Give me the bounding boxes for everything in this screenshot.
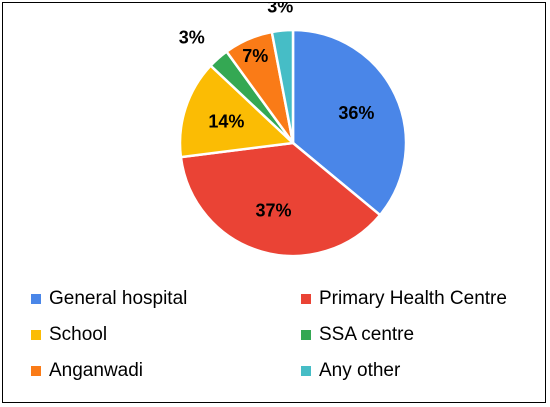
legend-label: SSA centre: [319, 324, 415, 345]
legend-swatch: [301, 294, 311, 304]
pie-slice-school: [178, 63, 296, 159]
legend-swatch: [31, 330, 41, 340]
slice-label-anganwadi: 7%: [242, 46, 268, 66]
legend-swatch: [301, 366, 311, 376]
legend-item-ssa-centre: SSA centre: [301, 324, 414, 346]
pie-slice-general-hospital: [291, 28, 408, 217]
legend-label: Primary Health Centre: [319, 288, 507, 309]
legend-item-general-hospital: General hospital: [31, 288, 187, 310]
legend-label: General hospital: [49, 288, 188, 309]
pie-chart: 36% 37% 14% 3% 7% 3%: [178, 3, 408, 258]
legend-swatch: [31, 366, 41, 376]
legend-item-any-other: Any other: [301, 360, 400, 382]
slice-label-ssa-centre: 3%: [179, 28, 205, 48]
slice-label-any-other: 3%: [267, 3, 293, 17]
slice-label-general-hospital: 36%: [338, 103, 374, 123]
legend-item-primary-health-centre: Primary Health Centre: [301, 288, 507, 310]
pie-slice-primary-health-centre: [179, 141, 382, 258]
chart-frame: 36% 37% 14% 3% 7% 3% General hospital Primary …: [2, 2, 546, 403]
legend-swatch: [31, 294, 41, 304]
pie-slice-any-other: [270, 28, 295, 144]
legend-label: School: [49, 324, 108, 345]
slice-label-primary-health-centre: 37%: [255, 200, 291, 220]
legend-label: Any other: [319, 360, 401, 381]
legend-item-school: School: [31, 324, 107, 346]
legend-item-anganwadi: Anganwadi: [31, 360, 143, 382]
legend-label: Anganwadi: [49, 360, 144, 381]
legend-swatch: [301, 330, 311, 340]
slice-label-school: 14%: [208, 111, 244, 131]
